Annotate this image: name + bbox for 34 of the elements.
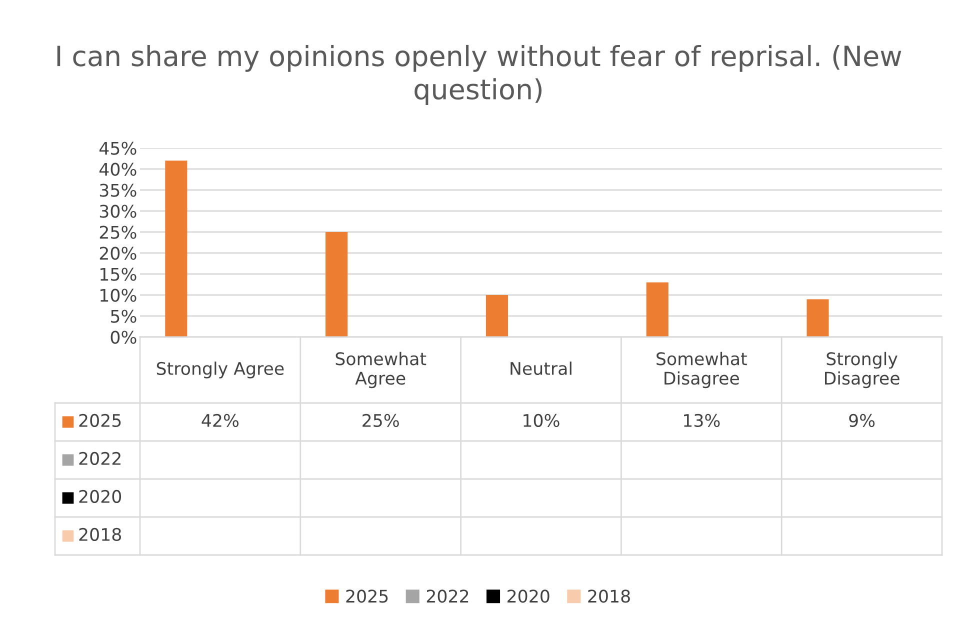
text: 2020 [79,490,122,504]
y-tick-label: 10% [100,288,136,302]
y-tick-label: 35% [100,184,136,197]
x-tick-label: Somewhat Agree [336,352,426,388]
y-tick-label: 0% [110,330,136,344]
legend-label: 2018 [588,590,630,603]
y-tick-label: 20% [100,246,136,260]
legend-label: 2020 [508,590,550,603]
bar [646,282,668,337]
y-tick-label: 40% [99,162,136,176]
y-tick-label: 45% [99,142,136,155]
bar [486,295,508,337]
bar [806,299,829,337]
text: 2025 [346,590,388,603]
x-tick-label: Somewhat Disagree [656,352,747,388]
x-tick-label: Strongly Disagree [825,352,900,388]
chart-title: I can share my opinions openly without fear of reprisal. (New question) [57,44,902,106]
y-tick-label: 30% [100,204,136,218]
text: 2022 [79,452,120,466]
data-label: 42% [202,414,239,428]
y-tick-label: 5% [111,310,136,323]
x-tick-label: Strongly Agree [156,362,284,378]
legend-label: 2022 [426,590,468,603]
bar [165,160,188,337]
x-tick-label: Neutral [510,362,572,376]
data-label: 10% [524,414,560,428]
data-label: 9% [849,414,875,428]
bar [326,232,348,337]
text: 2018 [79,528,121,542]
data-label: 13% [684,414,720,428]
legend-label: 2025 [79,414,121,428]
y-tick-label: 25% [100,226,136,239]
y-tick-label: 15% [100,268,136,281]
data-label: 25% [362,414,399,428]
